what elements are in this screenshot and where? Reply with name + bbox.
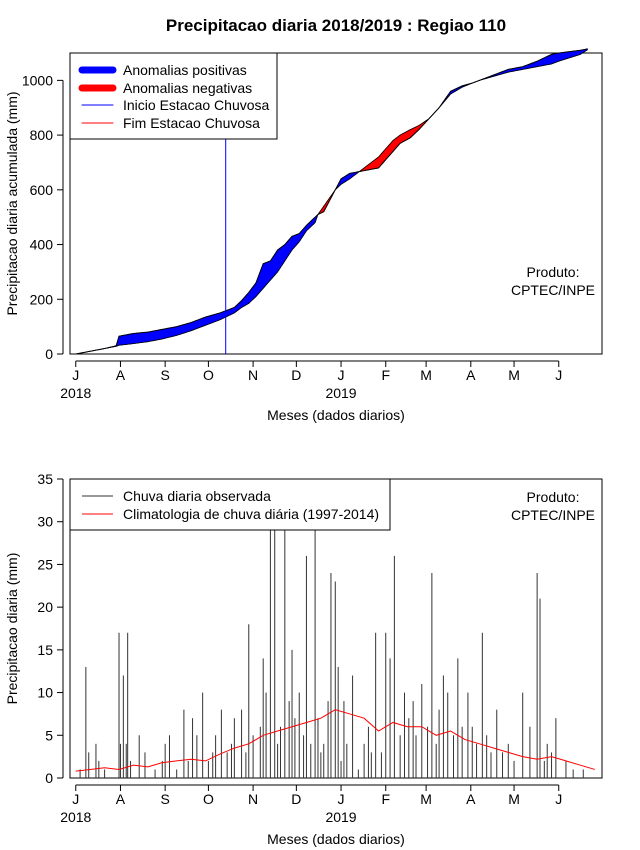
daily-x-tick-label: J [338,791,345,807]
acc-x-tick-label: F [381,367,390,383]
acc-year-label: 2018 [60,385,91,401]
acc-x-tick-label: M [508,367,520,383]
daily-x-tick-label: N [248,791,258,807]
legend-label: Anomalias positivas [123,62,247,78]
observed-accumulated-line [75,48,588,355]
daily-y-tick-label: 20 [37,599,53,615]
daily-y-tick-label: 30 [37,514,53,530]
daily-y-tick-label: 5 [45,727,53,743]
acc-y-tick-label: 600 [30,182,54,198]
climatology-accumulated-line [75,49,588,355]
legend-label: Anomalias negativas [123,80,252,96]
chart-title: Precipitacao diaria 2018/2019 : Regiao 1… [165,16,507,35]
acc-plot-frame [69,52,603,355]
daily-x-tick-label: D [291,791,301,807]
daily-y-tick-label: 15 [37,642,53,658]
daily-x-axis-title: Meses (dados diarios) [267,831,405,847]
legend-label: Inicio Estacao Chuvosa [123,97,270,113]
acc-x-tick-label: A [116,367,126,383]
daily-x-tick-label: J [72,791,79,807]
acc-y-tick-label: 400 [30,237,54,253]
daily-y-tick-label: 10 [37,685,53,701]
acc-y-tick-label: 0 [45,346,53,362]
acc-x-tick-label: N [248,367,258,383]
daily-x-tick-label: A [116,791,126,807]
daily-x-tick-label: F [381,791,390,807]
daily-x-tick-label: O [203,791,214,807]
legend-label: Climatologia de chuva diária (1997-2014) [123,506,379,522]
daily-y-tick-label: 35 [37,471,53,487]
daily-x-tick-label: A [466,791,476,807]
daily-y-tick-label: 0 [45,770,53,786]
daily-x-tick-label: M [508,791,520,807]
daily-year-label: 2018 [60,809,91,825]
daily-legend: Chuva diaria observada Climatologia de ch… [69,478,391,531]
acc-y-tick-label: 200 [30,291,54,307]
acc-x-tick-label: S [160,367,169,383]
product-label-line: Produto: [527,489,580,505]
daily-x-tick-label: M [420,791,432,807]
acc-x-tick-label: J [338,367,345,383]
legend-box [69,478,391,531]
acc-y-axis-title: Precipitacao diaria acumulada (mm) [4,91,20,315]
climatology-daily-line [75,709,595,772]
daily-year-label: 2019 [325,809,356,825]
acc-x-axis-title: Meses (dados diarios) [267,407,405,423]
acc-x-tick-label: J [72,367,79,383]
acc-x-tick-label: O [203,367,214,383]
acc-y-tick-label: 800 [30,127,54,143]
acc-x-tick-label: M [420,367,432,383]
acc-x-tick-label: D [291,367,301,383]
accumulated-legend: Anomalias positivas Anomalias negativasIn… [69,52,278,140]
product-label-line: Produto: [527,264,580,280]
daily-x-tick-label: S [160,791,169,807]
product-label-line: CPTEC/INPE [511,282,595,298]
daily-y-tick-label: 25 [37,556,53,572]
acc-y-tick-label: 1000 [22,72,53,88]
legend-label: Fim Estacao Chuvosa [123,115,260,131]
daily-x-tick-label: J [555,791,562,807]
daily-y-axis-title: Precipitacao diaria (mm) [4,553,20,705]
product-label-line: CPTEC/INPE [511,507,595,523]
legend-label: Chuva diaria observada [123,488,271,504]
acc-x-tick-label: A [466,367,476,383]
acc-year-label: 2019 [325,385,356,401]
acc-x-tick-label: J [555,367,562,383]
